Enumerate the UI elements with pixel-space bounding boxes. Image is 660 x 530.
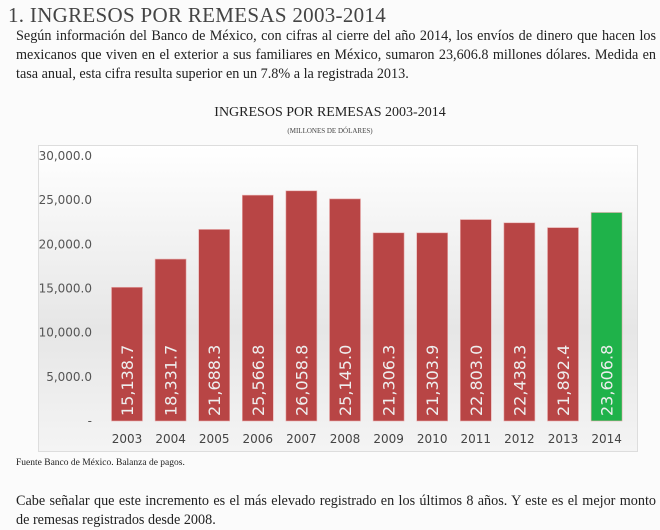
- bar: [198, 229, 230, 422]
- y-tick-label: 30,000.0: [39, 149, 92, 163]
- data-label: 21,303.9: [423, 345, 442, 416]
- intro-paragraph: Según información del Banco de México, c…: [16, 28, 656, 82]
- x-tick-label: 2004: [155, 432, 186, 446]
- bar: [372, 232, 405, 422]
- bar: [154, 258, 187, 422]
- y-tick-label: 15,000.0: [39, 282, 92, 296]
- x-tick-label: 2003: [112, 432, 143, 446]
- bar: [503, 222, 536, 422]
- chart-subtitle: (MILLONES DE DÓLARES): [287, 127, 373, 135]
- data-label: 22,803.0: [467, 345, 486, 416]
- bar: [459, 219, 492, 422]
- x-tick-label: 2005: [199, 432, 230, 446]
- y-tick-label: 20,000.0: [39, 237, 92, 251]
- data-label: 21,306.3: [380, 345, 399, 416]
- x-tick-label: 2013: [548, 432, 579, 446]
- bar: [111, 286, 143, 422]
- closing-paragraph: Cabe señalar que este incremento es el m…: [16, 493, 656, 528]
- x-tick-label: 2008: [330, 432, 361, 446]
- y-tick-label: -: [88, 414, 92, 428]
- x-tick-label: 2007: [286, 432, 317, 446]
- x-tick-label: 2010: [417, 432, 448, 446]
- data-label: 23,606.8: [598, 345, 617, 416]
- x-tick-label: 2014: [591, 432, 622, 446]
- data-label: 15,138.7: [118, 345, 137, 416]
- source-note: Fuente Banco de México. Balanza de pagos…: [16, 458, 185, 468]
- data-label: 21,688.3: [205, 345, 224, 416]
- data-label: 21,892.4: [554, 345, 573, 416]
- bar: [329, 198, 361, 422]
- bar: [590, 212, 623, 422]
- bar: [547, 227, 579, 422]
- data-label: 18,331.7: [162, 345, 181, 416]
- bar: [416, 232, 449, 422]
- y-tick-label: 25,000.0: [39, 193, 92, 207]
- data-label: 25,145.0: [336, 345, 355, 416]
- chart-title: INGRESOS POR REMESAS 2003-2014: [214, 105, 446, 120]
- y-tick-label: 5,000.0: [46, 370, 92, 384]
- x-tick-label: 2009: [373, 432, 404, 446]
- y-tick-label: 10,000.0: [39, 326, 92, 340]
- x-tick-label: 2011: [461, 432, 492, 446]
- x-tick-label: 2012: [504, 432, 535, 446]
- x-tick-label: 2006: [243, 432, 274, 446]
- data-label: 25,566.8: [249, 345, 268, 416]
- section-heading: 1. INGRESOS POR REMESAS 2003-2014: [8, 3, 387, 27]
- data-label: 26,058.8: [292, 345, 311, 416]
- bar: [242, 194, 274, 422]
- bar: [285, 190, 318, 422]
- data-label: 22,438.3: [510, 345, 529, 416]
